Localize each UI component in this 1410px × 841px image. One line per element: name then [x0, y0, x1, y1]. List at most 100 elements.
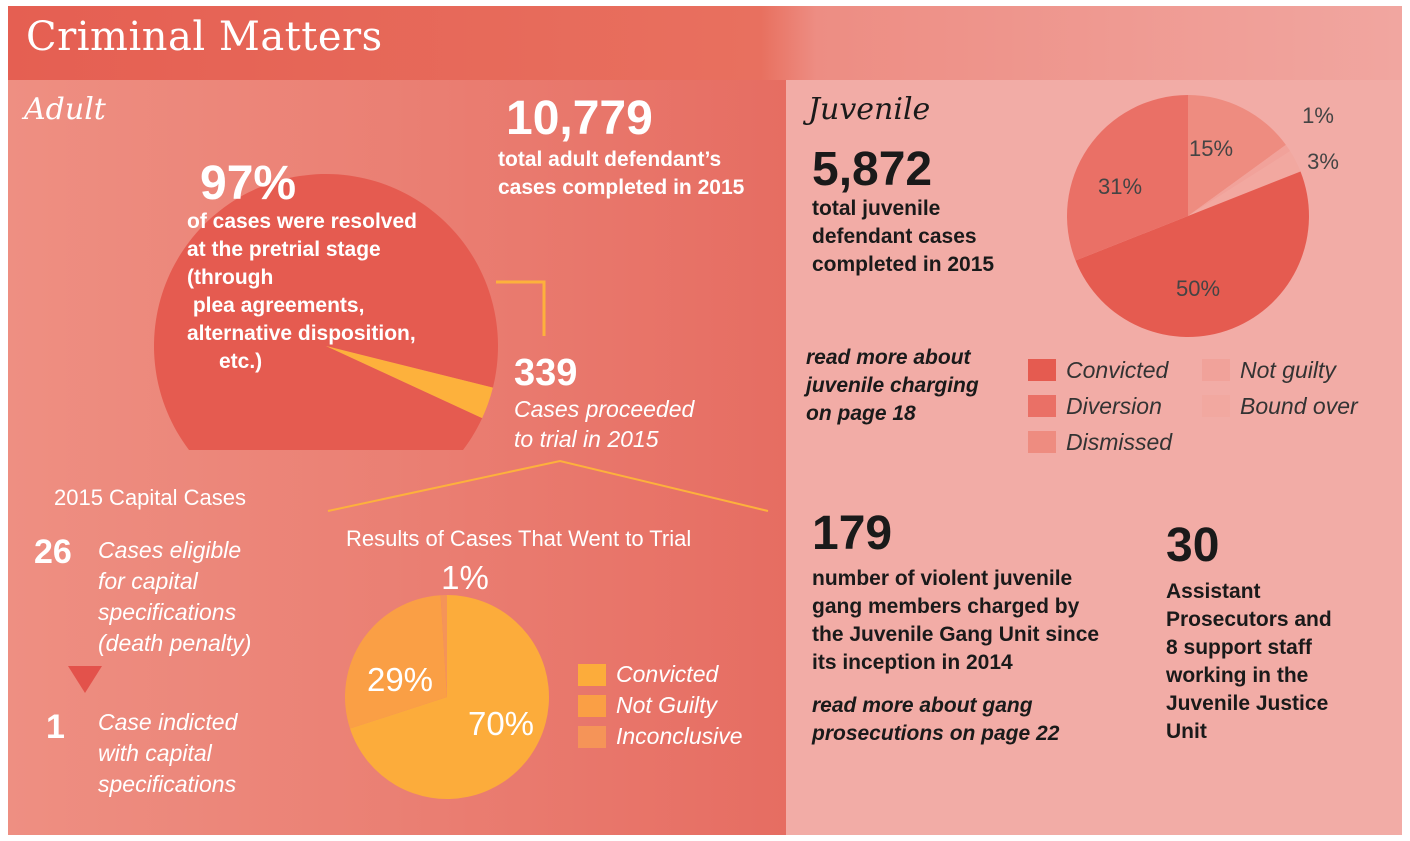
read-more-gang-line: read more about gang [812, 694, 1033, 717]
trial-connector-line [496, 280, 546, 336]
capital-eligible-number: 26 [34, 533, 72, 571]
gang-line: number of violent juvenile [812, 567, 1073, 590]
staff-count: 30 [1166, 519, 1220, 572]
legend-swatch [578, 694, 606, 717]
capital-eligible-line: Cases eligible [98, 537, 242, 563]
juvenile-legend-col2: Not guilty Bound over [1202, 352, 1358, 424]
legend-item: Convicted [1028, 352, 1172, 388]
legend-label: Convicted [1066, 356, 1169, 383]
trial-line: Cases proceeded [514, 396, 695, 422]
legend-swatch [1028, 431, 1056, 453]
pretrial-line: at the pretrial stage [187, 238, 381, 261]
pie-label: 31% [1098, 174, 1142, 199]
down-triangle-icon [68, 666, 102, 693]
adult-section-label: Adult [24, 92, 106, 127]
read-more-gang[interactable]: read more about gang prosecutions on pag… [812, 692, 1059, 748]
legend-item: Not Guilty [578, 690, 743, 721]
capital-heading: 2015 Capital Cases [54, 485, 247, 510]
legend-item: Not guilty [1202, 352, 1358, 388]
gang-line: its inception in 2014 [812, 651, 1013, 674]
pie-slice-diversion [1067, 95, 1188, 261]
read-more-charging[interactable]: read more about juvenile charging on pag… [806, 344, 979, 428]
pie-slice-dismissed [1188, 95, 1286, 216]
legend-item: Bound over [1202, 388, 1358, 424]
adult-total-text: total adult defendant’s cases completed … [498, 146, 744, 202]
legend-swatch [1028, 359, 1056, 381]
legend-swatch [578, 663, 606, 686]
capital-indicted-line: specifications [98, 771, 237, 797]
legend-swatch [578, 725, 606, 748]
capital-eligible-text: Cases eligible for capital specification… [98, 535, 251, 659]
juvenile-total-line: defendant cases [812, 225, 977, 248]
pie-slice-convicted [1075, 171, 1309, 337]
staff-line: Prosecutors and [1166, 608, 1332, 631]
pretrial-pie-chart [154, 174, 498, 450]
juvenile-total-line: total juvenile [812, 197, 941, 220]
trial-results-title: Results of Cases That Went to Trial [346, 526, 692, 551]
trial-line: to trial in 2015 [514, 426, 659, 452]
trial-results-pie-chart: 70% 29% 1% [345, 560, 549, 799]
pretrial-percent: 97% [200, 157, 297, 210]
pie-label: 29% [367, 661, 433, 698]
legend-label: Dismissed [1066, 428, 1173, 455]
trial-text: Cases proceeded to trial in 2015 [514, 394, 694, 454]
gang-line: gang members charged by [812, 595, 1080, 618]
pie-slice-convicted [349, 595, 549, 799]
staff-text: Assistant Prosecutors and 8 support staf… [1166, 578, 1332, 746]
read-more-charging-line: juvenile charging [806, 374, 979, 397]
pretrial-line: etc.) [219, 350, 263, 373]
gang-count: 179 [812, 507, 893, 560]
pie-label: 70% [468, 705, 534, 742]
capital-indicted-line: with capital [98, 740, 212, 766]
pie-slice-inconclusive [440, 595, 447, 697]
staff-line: 8 support staff [1166, 636, 1312, 659]
pie-slice-bound-over [1188, 151, 1301, 216]
gang-line: the Juvenile Gang Unit since [812, 623, 1100, 646]
gang-text: number of violent juvenile gang members … [812, 565, 1099, 677]
juvenile-total-line: completed in 2015 [812, 253, 995, 276]
legend-swatch [1202, 395, 1230, 417]
pie-label: 1% [1302, 103, 1334, 128]
adult-total-line: cases completed in 2015 [498, 176, 745, 199]
staff-line: Juvenile Justice [1166, 692, 1329, 715]
juvenile-section-label: Juvenile [808, 92, 931, 127]
read-more-charging-line: read more about [806, 346, 971, 369]
legend-label: Inconclusive [616, 723, 743, 749]
adult-total-line: total adult defendant’s [498, 148, 722, 171]
pretrial-line: of cases were resolved [187, 210, 417, 233]
legend-label: Diversion [1066, 392, 1162, 419]
juvenile-total-cases: 5,872 [812, 143, 933, 196]
pie-slice-resolved-at-pretrial-stage [154, 174, 498, 450]
page-title: Criminal Matters [26, 14, 383, 60]
legend-label: Not guilty [1240, 356, 1336, 383]
capital-indicted-number: 1 [46, 708, 65, 746]
staff-line: Assistant [1166, 580, 1261, 603]
legend-item: Dismissed [1028, 424, 1172, 460]
pie-slice-proceeded-to-trial [326, 346, 493, 419]
legend-label: Not Guilty [616, 692, 717, 718]
pie-label: 1% [441, 560, 489, 596]
legend-item: Inconclusive [578, 721, 743, 752]
pretrial-line: (through [187, 266, 274, 289]
staff-line: working in the [1166, 664, 1309, 687]
juvenile-pie-chart: 15% 1% 3% 50% 31% [1067, 95, 1339, 337]
capital-indicted-text: Case indicted with capital specification… [98, 707, 237, 800]
read-more-gang-line: prosecutions on page 22 [812, 722, 1060, 745]
trial-results-legend: Convicted Not Guilty Inconclusive [578, 659, 743, 752]
staff-line: Unit [1166, 720, 1207, 743]
juvenile-legend-col1: Convicted Diversion Dismissed [1028, 352, 1172, 460]
capital-eligible-line: for capital [98, 568, 198, 594]
capital-eligible-line: specifications [98, 599, 237, 625]
capital-indicted-line: Case indicted [98, 709, 238, 735]
legend-label: Bound over [1240, 392, 1358, 419]
pie-label: 15% [1189, 136, 1233, 161]
trial-count: 339 [514, 352, 578, 394]
pretrial-line: plea agreements, [187, 294, 365, 317]
pie-label: 50% [1176, 276, 1220, 301]
juvenile-total-text: total juvenile defendant cases completed… [812, 195, 994, 279]
legend-label: Convicted [616, 661, 719, 687]
pie-label: 3% [1307, 149, 1339, 174]
capital-eligible-line: (death penalty) [98, 630, 252, 656]
pie-slice-not-guilty [345, 595, 447, 729]
legend-swatch [1202, 359, 1230, 381]
